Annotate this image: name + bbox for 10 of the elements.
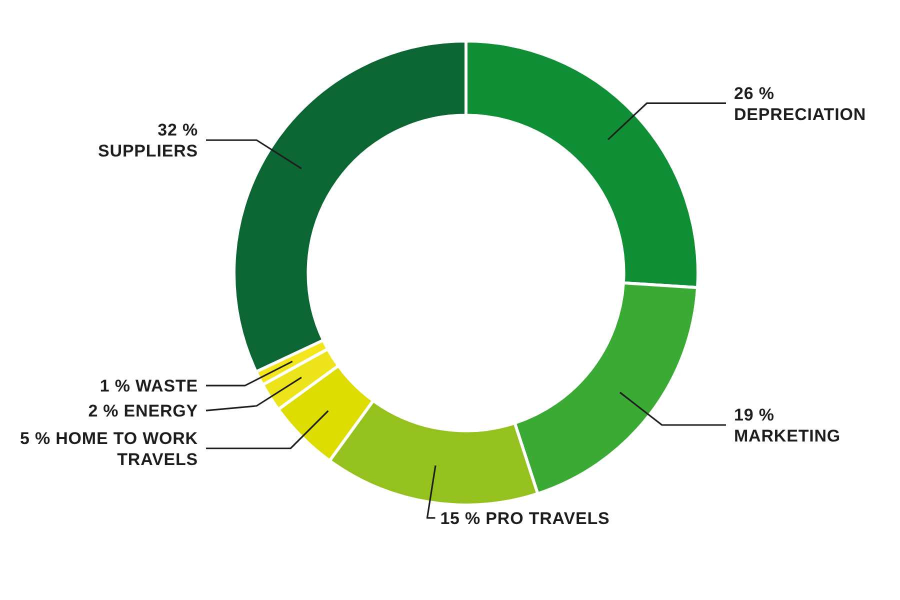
data-label: 19 % <box>734 406 774 425</box>
slice-label: DEPRECIATION <box>734 104 866 124</box>
slice-label: 15 % PRO TRAVELS <box>440 509 610 528</box>
slice-label: SUPPLIERS <box>98 142 198 161</box>
slice-label: 5 % HOME TO WORK TRAVELS <box>20 428 198 469</box>
slice-label: 1 % WASTE <box>100 376 198 396</box>
data-label: 26 % <box>734 84 774 103</box>
slice-label: MARKETING <box>734 426 841 446</box>
slice-label: 2 % ENERGY <box>88 402 198 421</box>
data-label: 32 % <box>158 120 198 140</box>
